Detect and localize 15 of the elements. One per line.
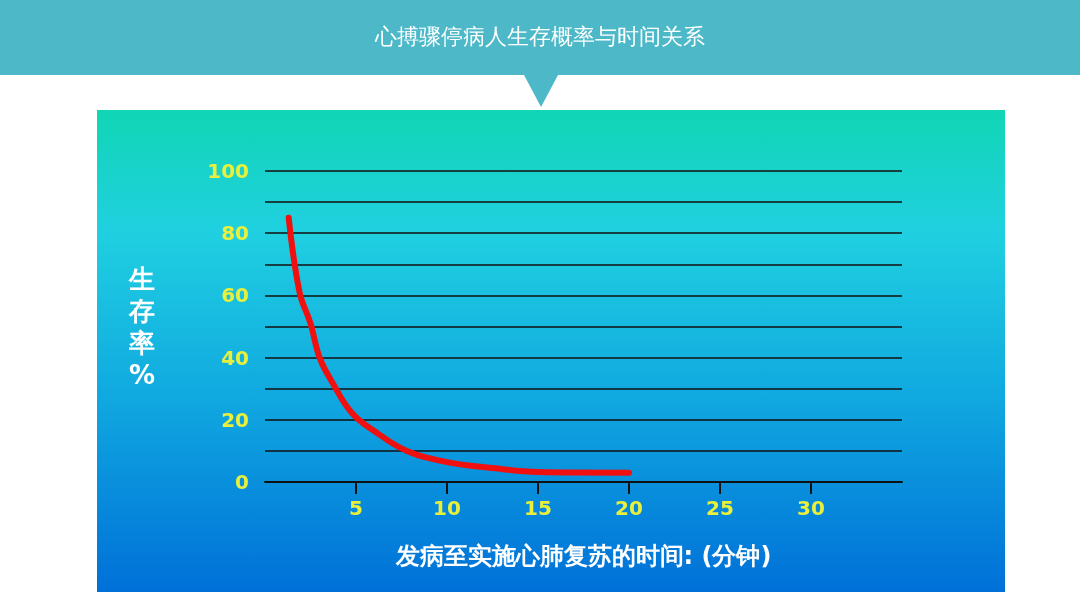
y-axis-title: 生存率% — [128, 263, 155, 390]
x-tick-label: 20 — [615, 496, 643, 520]
y-tick-label: 60 — [221, 283, 249, 308]
y-tick-label: 100 — [207, 159, 249, 183]
y-tick-label: 80 — [221, 221, 249, 246]
x-tick-label: 15 — [524, 496, 552, 520]
x-tick-label: 30 — [797, 496, 825, 520]
y-tick-label: 0 — [235, 470, 249, 494]
x-tick-label: 25 — [706, 496, 734, 520]
x-tick-label: 5 — [349, 496, 363, 520]
chart-title: 心搏骤停病人生存概率与时间关系 — [374, 23, 705, 49]
y-tick-label: 20 — [221, 407, 249, 432]
x-tick-label: 10 — [433, 496, 461, 520]
x-axis-title: 发病至实施心肺复苏的时间: (分钟) — [394, 542, 772, 570]
y-tick-label: 40 — [221, 345, 249, 370]
